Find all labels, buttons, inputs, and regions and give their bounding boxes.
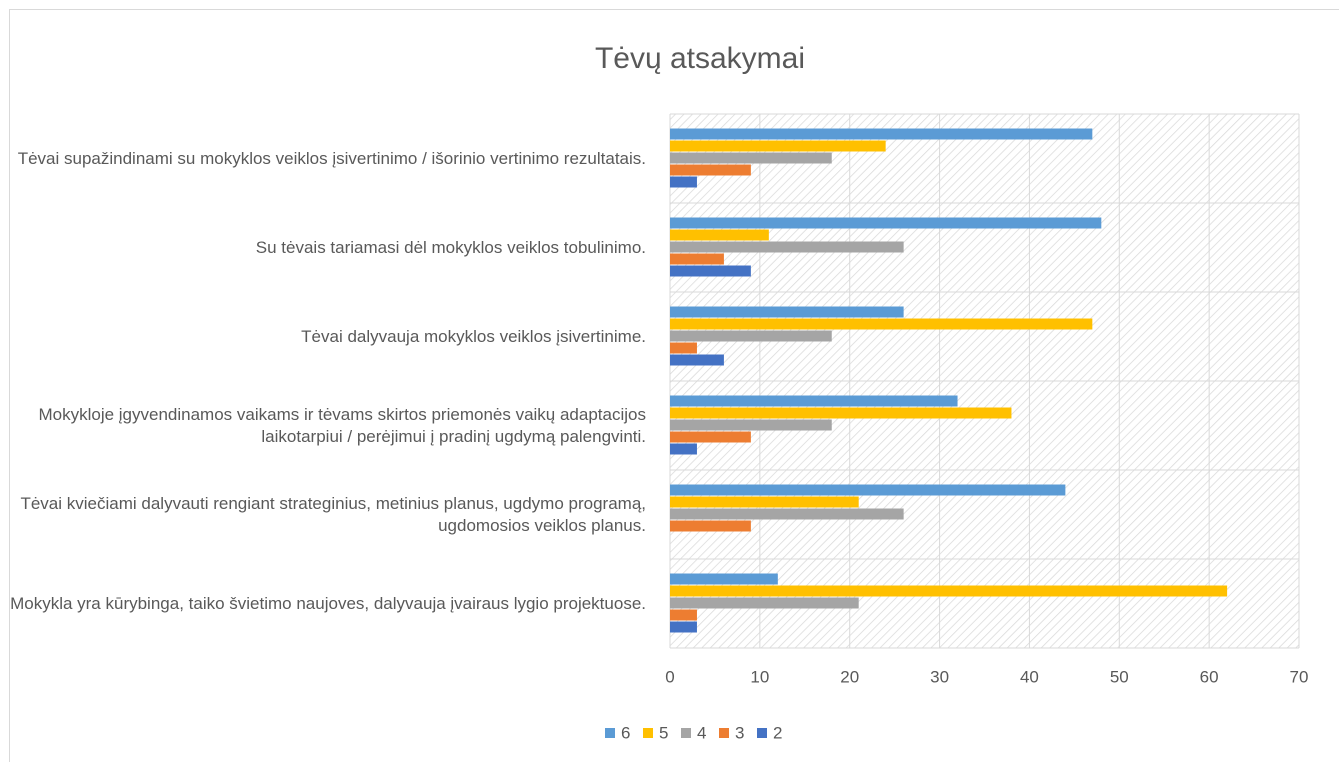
legend-label: 2 xyxy=(773,723,782,742)
bar xyxy=(670,395,958,407)
bar xyxy=(670,419,832,431)
legend-label: 4 xyxy=(697,723,706,742)
legend-swatch xyxy=(681,728,691,738)
bar xyxy=(670,431,751,443)
bar xyxy=(670,443,697,455)
legend-swatch xyxy=(757,728,767,738)
x-tick-label: 0 xyxy=(665,667,674,686)
chart-title: Tėvų atsakymai xyxy=(595,42,805,75)
x-tick-label: 50 xyxy=(1110,667,1129,686)
x-tick-label: 70 xyxy=(1290,667,1309,686)
bar xyxy=(670,520,751,532)
bar xyxy=(670,229,769,241)
bar xyxy=(670,597,859,609)
y-tick-label: Tėvai supažindinami su mokyklos veiklos … xyxy=(17,148,646,168)
bar xyxy=(670,265,751,277)
bar xyxy=(670,164,751,176)
bar xyxy=(670,176,697,188)
bar xyxy=(670,585,1228,597)
legend-label: 5 xyxy=(659,723,668,742)
bar xyxy=(670,609,697,621)
bar xyxy=(670,253,724,265)
bar xyxy=(670,318,1093,330)
x-tick-label: 40 xyxy=(1020,667,1039,686)
bar xyxy=(670,217,1102,229)
bar xyxy=(670,241,904,253)
x-tick-label: 60 xyxy=(1200,667,1219,686)
legend-label: 6 xyxy=(621,723,630,742)
legend-swatch xyxy=(719,728,729,738)
x-tick-label: 20 xyxy=(840,667,859,686)
legend-swatch xyxy=(605,728,615,738)
bar xyxy=(670,342,697,354)
y-tick-label: Mokykla yra kūrybinga, taiko švietimo na… xyxy=(10,593,646,613)
bar xyxy=(670,508,904,520)
x-tick-label: 30 xyxy=(930,667,949,686)
bar xyxy=(670,407,1012,419)
bar xyxy=(670,152,832,164)
y-tick-label: Mokykloje įgyvendinamos vaikams ir tėvam… xyxy=(38,404,646,446)
y-tick-label: Su tėvais tariamasi dėl mokyklos veiklos… xyxy=(255,237,646,257)
legend-label: 3 xyxy=(735,723,744,742)
bar xyxy=(670,330,832,342)
bar xyxy=(670,306,904,318)
bar xyxy=(670,140,886,152)
bar xyxy=(670,621,697,633)
y-tick-label: Tėvai kviečiami dalyvauti rengiant strat… xyxy=(20,493,646,535)
bar xyxy=(670,496,859,508)
chart-border xyxy=(9,9,1339,762)
y-tick-label: Tėvai dalyvauja mokyklos veiklos įsivert… xyxy=(301,326,646,346)
bar xyxy=(670,484,1066,496)
bar xyxy=(670,573,778,585)
bar xyxy=(670,128,1093,140)
legend-swatch xyxy=(643,728,653,738)
bar xyxy=(670,354,724,366)
x-tick-label: 10 xyxy=(750,667,769,686)
